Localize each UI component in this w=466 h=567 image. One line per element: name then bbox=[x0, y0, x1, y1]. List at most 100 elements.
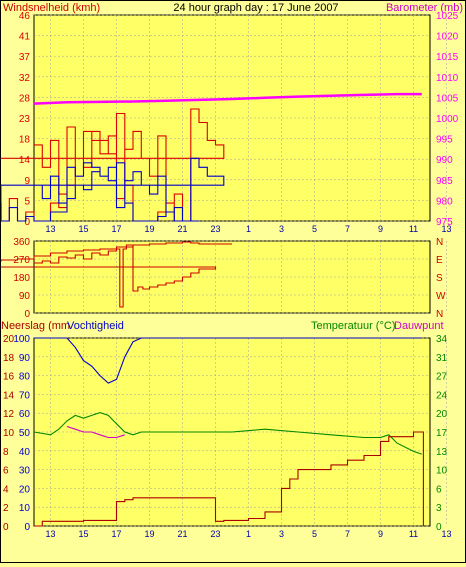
y-tick-label: 23 bbox=[19, 114, 31, 125]
y2-tick-label: 1025 bbox=[436, 11, 459, 22]
rain-tick-label: 10 bbox=[3, 428, 15, 439]
y2-tick-label: 34 bbox=[436, 334, 448, 345]
y2-tick-label: 980 bbox=[436, 196, 453, 207]
y2-tick-label: 990 bbox=[436, 155, 453, 166]
y2-tick-label: 24 bbox=[436, 390, 448, 401]
x-tick-label: 23 bbox=[210, 529, 220, 539]
y-tick-label: 0 bbox=[24, 217, 30, 228]
y-tick-label: 37 bbox=[19, 52, 31, 63]
rain-tick-label: 12 bbox=[3, 409, 15, 420]
barometer-line bbox=[33, 92, 422, 105]
x-tick-label: 21 bbox=[177, 224, 187, 234]
x-tick-label: 9 bbox=[378, 224, 383, 234]
humidity-line bbox=[34, 337, 422, 384]
rain-tick-label: 20 bbox=[3, 334, 15, 345]
y2-tick-label: S bbox=[436, 273, 443, 284]
y-tick-label: 10 bbox=[19, 503, 31, 514]
humidity-label: Vochtigheid bbox=[67, 320, 124, 332]
x-tick-label: 13 bbox=[441, 224, 451, 234]
x-tick-label: 17 bbox=[111, 224, 121, 234]
x-tick-label: 23 bbox=[210, 224, 220, 234]
y-tick-label: 20 bbox=[19, 484, 31, 495]
dewpoint-label: Dauwpunt bbox=[394, 320, 444, 332]
y2-tick-label: 1015 bbox=[436, 52, 459, 63]
y-tick-label: 100 bbox=[13, 334, 30, 345]
y-tick-label: 60 bbox=[19, 409, 31, 420]
y-tick-label: 50 bbox=[19, 428, 31, 439]
x-tick-label: 11 bbox=[409, 529, 418, 539]
y-tick-label: 90 bbox=[19, 353, 31, 364]
x-tick-label: 1 bbox=[246, 529, 251, 539]
y2-tick-label: 6 bbox=[436, 484, 442, 495]
rain-tick-label: 2 bbox=[3, 503, 9, 514]
x-tick-label: 17 bbox=[111, 529, 121, 539]
y-tick-label: 270 bbox=[13, 255, 30, 266]
x-tick-label: 5 bbox=[312, 529, 317, 539]
x-tick-label: 5 bbox=[312, 224, 317, 234]
x-tick-label: 3 bbox=[279, 224, 284, 234]
y2-tick-label: 1010 bbox=[436, 73, 459, 84]
x-tick-label: 21 bbox=[177, 529, 187, 539]
y-tick-label: 18 bbox=[19, 135, 31, 146]
rain-tick-label: 18 bbox=[3, 353, 15, 364]
y-tick-label: 360 bbox=[13, 237, 30, 248]
rain-tick-label: 6 bbox=[3, 466, 9, 477]
temperature-line bbox=[33, 412, 422, 455]
y-tick-label: 40 bbox=[19, 447, 31, 458]
y2-tick-label: 995 bbox=[436, 135, 453, 146]
rain-tick-label: 8 bbox=[3, 447, 9, 458]
y2-tick-label: 17 bbox=[436, 428, 448, 439]
y-tick-label: 70 bbox=[19, 390, 31, 401]
y-tick-label: 28 bbox=[19, 93, 31, 104]
temperature-label: Temperatuur (°C) bbox=[311, 320, 395, 332]
y2-tick-label: N bbox=[436, 237, 443, 248]
y2-tick-label: W bbox=[436, 291, 446, 302]
y2-tick-label: 975 bbox=[436, 217, 453, 228]
y2-tick-label: 1000 bbox=[436, 114, 459, 125]
y-tick-label: 14 bbox=[19, 155, 31, 166]
x-tick-label: 3 bbox=[279, 529, 284, 539]
y2-tick-label: 20 bbox=[436, 409, 448, 420]
rain-line bbox=[34, 431, 424, 527]
y2-tick-label: 0 bbox=[436, 522, 442, 533]
y2-tick-label: N bbox=[436, 309, 443, 320]
x-tick-label: 7 bbox=[345, 529, 350, 539]
y-tick-label: 32 bbox=[19, 73, 31, 84]
x-tick-label: 13 bbox=[45, 529, 55, 539]
rain-tick-label: 16 bbox=[3, 372, 15, 383]
y2-tick-label: 31 bbox=[436, 353, 448, 364]
y2-tick-label: 985 bbox=[436, 176, 453, 187]
dewpoint-line bbox=[66, 425, 125, 439]
y-tick-label: 0 bbox=[24, 309, 30, 320]
y-tick-label: 80 bbox=[19, 372, 31, 383]
x-tick-label: 13 bbox=[45, 224, 55, 234]
x-tick-label: 13 bbox=[441, 529, 451, 539]
y-tick-label: 30 bbox=[19, 466, 31, 477]
y-tick-label: 180 bbox=[13, 273, 30, 284]
y2-tick-label: 10 bbox=[436, 466, 448, 477]
rain-tick-label: 4 bbox=[3, 484, 9, 495]
y2-tick-label: 27 bbox=[436, 372, 448, 383]
x-tick-label: 9 bbox=[378, 529, 383, 539]
y2-tick-label: 13 bbox=[436, 447, 448, 458]
x-tick-label: 19 bbox=[144, 529, 154, 539]
x-tick-label: 15 bbox=[78, 529, 88, 539]
x-tick-label: 1 bbox=[246, 224, 251, 234]
y2-tick-label: 1005 bbox=[436, 93, 459, 104]
wind-speed-label: Windsnelheid (kmh) bbox=[3, 2, 100, 14]
y-tick-label: 90 bbox=[19, 291, 31, 302]
y-tick-label: 5 bbox=[24, 196, 30, 207]
barometer-label: Barometer (mb) bbox=[386, 2, 463, 14]
graph-title: 24 hour graph day : 17 June 2007 bbox=[173, 2, 338, 14]
y2-tick-label: 1020 bbox=[436, 32, 459, 43]
rain-tick-label: 14 bbox=[3, 390, 15, 401]
rain-label: Neerslag (mm bbox=[1, 320, 70, 332]
x-tick-label: 11 bbox=[409, 224, 418, 234]
y-tick-label: 46 bbox=[19, 11, 31, 22]
x-tick-label: 19 bbox=[144, 224, 154, 234]
x-tick-label: 7 bbox=[345, 224, 350, 234]
x-tick-label: 15 bbox=[78, 224, 88, 234]
y2-tick-label: 3 bbox=[436, 503, 442, 514]
